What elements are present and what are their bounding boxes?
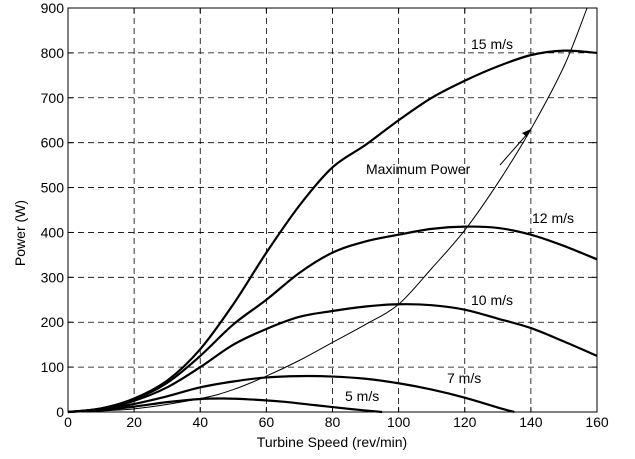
y-tick-label: 100 — [41, 359, 65, 375]
y-tick-label: 0 — [56, 404, 64, 420]
x-tick-label: 20 — [126, 414, 142, 430]
series-label-10ms: 10 m/s — [471, 292, 513, 308]
series-line-5-m-s — [67, 397, 383, 414]
y-tick-label: 400 — [41, 224, 65, 240]
maximum-power-annotation: Maximum Power — [366, 161, 471, 177]
y-tick-label: 600 — [41, 135, 65, 151]
x-tick-label: 60 — [259, 414, 275, 430]
series-label-7ms: 7 m/s — [447, 370, 481, 386]
y-tick-label: 700 — [41, 90, 65, 106]
axis-ticks: 0 20 40 60 80 100 120 140 160 0 100 200 300 400 500 600… — [41, 0, 609, 430]
series-line-12-m-s — [67, 225, 598, 414]
series-label-12ms: 12 m/s — [532, 210, 574, 226]
series-line-7-m-s — [67, 374, 515, 414]
series-line-10-m-s — [67, 303, 598, 414]
x-axis-label: Turbine Speed (rev/min) — [257, 434, 407, 450]
y-tick-label: 300 — [41, 269, 65, 285]
series-lines — [67, 7, 598, 414]
y-tick-label: 800 — [41, 45, 65, 61]
x-tick-label: 120 — [453, 414, 477, 430]
y-tick-label: 200 — [41, 314, 65, 330]
series-line-maximum-power — [67, 7, 588, 413]
series-label-15ms: 15 m/s — [471, 36, 513, 52]
x-tick-label: 80 — [325, 414, 341, 430]
x-tick-label: 0 — [64, 414, 72, 430]
y-tick-label: 900 — [41, 0, 65, 16]
x-tick-label: 40 — [192, 414, 208, 430]
x-tick-label: 100 — [387, 414, 411, 430]
y-axis-label: Power (W) — [12, 200, 28, 266]
series-label-5ms: 5 m/s — [345, 388, 379, 404]
series-line-15-m-s — [67, 49, 598, 414]
y-tick-label: 500 — [41, 180, 65, 196]
maximum-power-arrow-line — [499, 131, 530, 166]
maximum-power-arrowhead-icon — [522, 129, 531, 137]
grid — [68, 8, 597, 412]
x-tick-label: 140 — [519, 414, 543, 430]
x-tick-label: 160 — [585, 414, 609, 430]
